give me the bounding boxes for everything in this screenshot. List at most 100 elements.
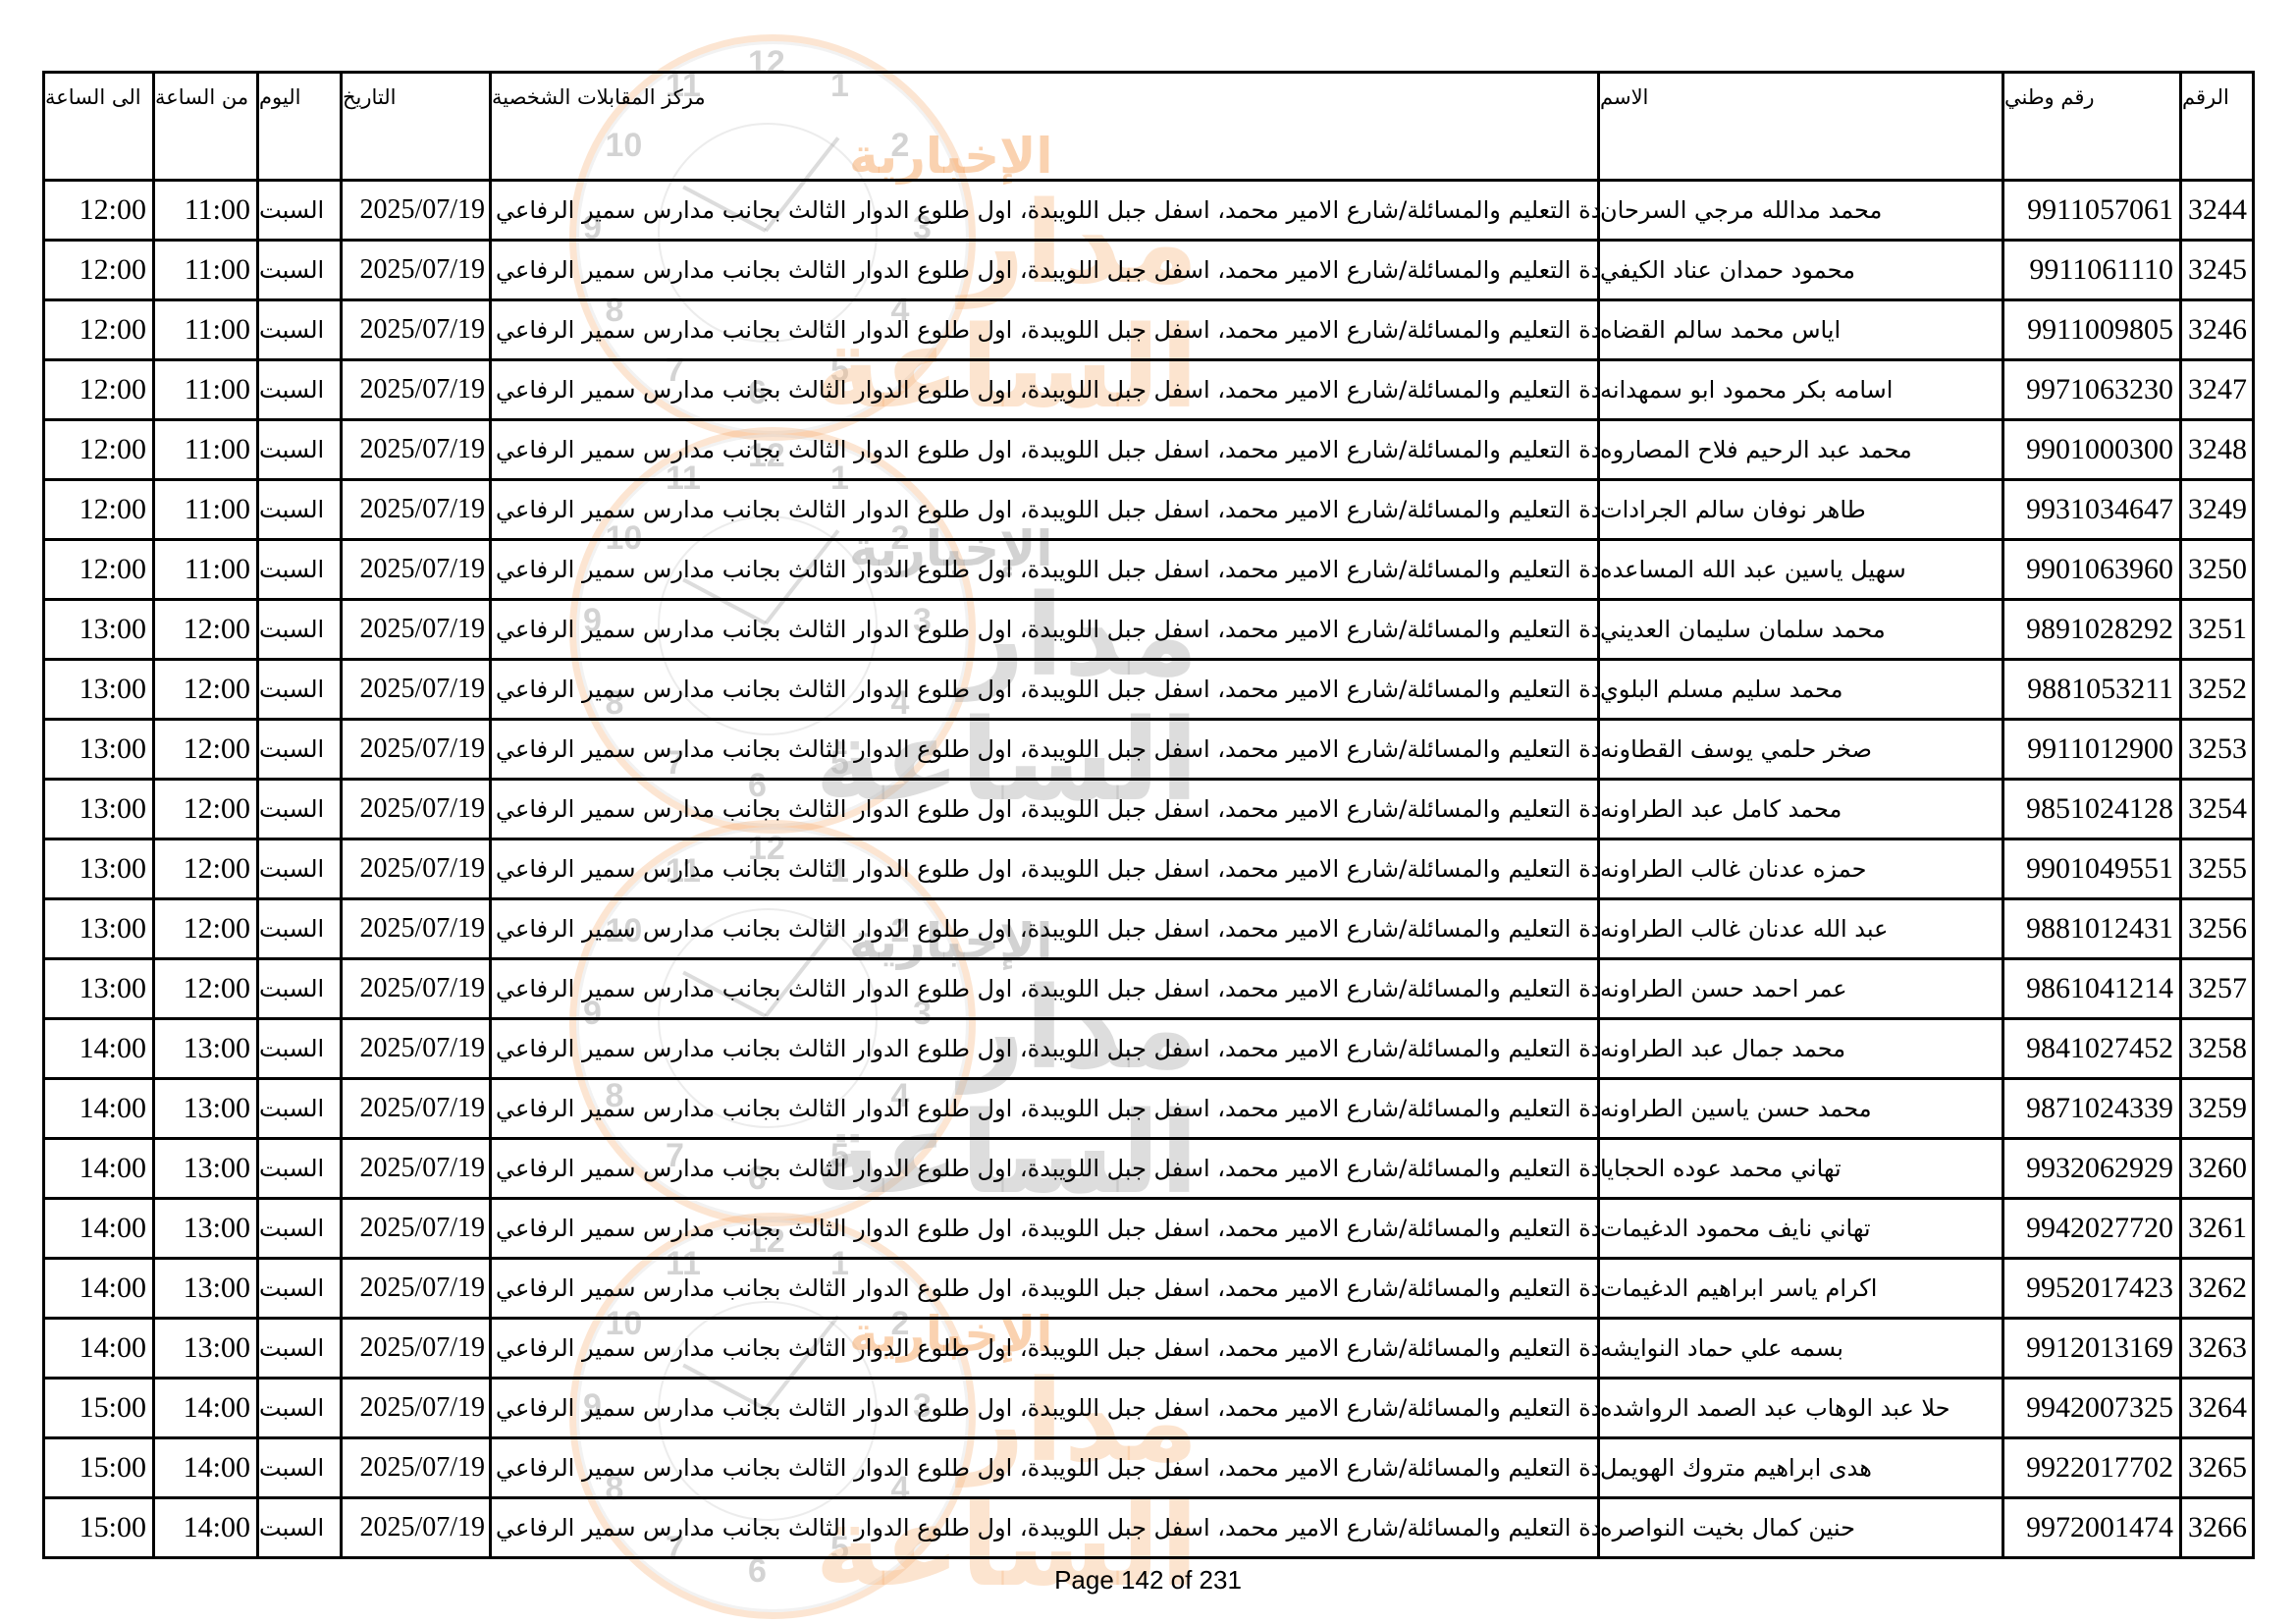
- cell-to-hour: 12:00: [79, 193, 146, 226]
- cell-day: السبت: [256, 781, 340, 838]
- cell-national-id: 9911012900: [2002, 721, 2179, 778]
- cell-num: 3250: [2179, 541, 2252, 598]
- cell-center: وحدة جودة التعليم والمسائلة/شارع الامير …: [489, 661, 1597, 718]
- cell-to-hour: 14:00: [79, 1272, 146, 1304]
- cell-num: 3254: [2179, 781, 2252, 838]
- column-header-name: الاسم: [1597, 74, 2002, 179]
- cell-national-id: 9911009805: [2002, 301, 2179, 358]
- cell-day: السبت: [256, 1380, 340, 1436]
- cell-from-hour: 14:00: [152, 1380, 256, 1436]
- cell-to-hour: 12:00: [79, 493, 146, 525]
- cell-date: 2025/07/19: [340, 301, 489, 358]
- cell-name: اكرام ياسر ابراهيم الدغيمات: [1597, 1260, 2002, 1317]
- cell-date: 2025/07/19: [340, 1380, 489, 1436]
- cell-date: 2025/07/19: [340, 1140, 489, 1197]
- cell-national-id: 9912013169: [2002, 1320, 2179, 1377]
- table-row: 13:00 12:00 السبت 2025/07/19 وحدة جودة ا…: [45, 957, 2252, 1017]
- cell-name: هدى ابراهيم متروك الهويمل: [1597, 1439, 2002, 1496]
- cell-num: 3246: [2179, 301, 2252, 358]
- cell-date: 2025/07/19: [340, 1080, 489, 1137]
- cell-to-hour: 13:00: [79, 852, 146, 885]
- cell-num: 3264: [2179, 1380, 2252, 1436]
- cell-center: وحدة جودة التعليم والمسائلة/شارع الامير …: [489, 242, 1597, 298]
- table-row: 14:00 13:00 السبت 2025/07/19 وحدة جودة ا…: [45, 1077, 2252, 1137]
- cell-day: السبت: [256, 361, 340, 418]
- cell-from-hour: 12:00: [152, 661, 256, 718]
- cell-day: السبت: [256, 900, 340, 957]
- cell-national-id: 9942027720: [2002, 1200, 2179, 1257]
- table-header-row: الى الساعة من الساعة اليوم التاريخ مركز …: [45, 74, 2252, 179]
- cell-day: السبت: [256, 960, 340, 1017]
- column-header-day: اليوم: [256, 74, 340, 179]
- table-row: 15:00 14:00 السبت 2025/07/19 وحدة جودة ا…: [45, 1436, 2252, 1496]
- cell-num: 3261: [2179, 1200, 2252, 1257]
- cell-national-id: 9911061110: [2002, 242, 2179, 298]
- cell-national-id: 9881012431: [2002, 900, 2179, 957]
- cell-from-hour: 12:00: [152, 601, 256, 658]
- cell-day: السبت: [256, 601, 340, 658]
- cell-day: السبت: [256, 1320, 340, 1377]
- cell-from-hour: 14:00: [152, 1439, 256, 1496]
- cell-name: محمد جمال عبد الطراونه: [1597, 1020, 2002, 1077]
- cell-from-hour: 12:00: [152, 960, 256, 1017]
- cell-national-id: 9861041214: [2002, 960, 2179, 1017]
- cell-name: اسامه بكر محمود ابو سمهدانه: [1597, 361, 2002, 418]
- cell-num: 3265: [2179, 1439, 2252, 1496]
- cell-date: 2025/07/19: [340, 1260, 489, 1317]
- cell-from-hour: 11:00: [152, 242, 256, 298]
- cell-from-hour: 13:00: [152, 1080, 256, 1137]
- cell-from-hour: 13:00: [152, 1260, 256, 1317]
- cell-center: وحدة جودة التعليم والمسائلة/شارع الامير …: [489, 481, 1597, 538]
- cell-to-hour: 13:00: [79, 673, 146, 705]
- table-row: 13:00 12:00 السبت 2025/07/19 وحدة جودة ا…: [45, 598, 2252, 658]
- cell-to-hour: 12:00: [79, 553, 146, 585]
- cell-num: 3255: [2179, 840, 2252, 897]
- cell-national-id: 9891028292: [2002, 601, 2179, 658]
- table-row: 12:00 11:00 السبت 2025/07/19 وحدة جودة ا…: [45, 239, 2252, 298]
- cell-num: 3263: [2179, 1320, 2252, 1377]
- cell-name: عبد الله عدنان غالب الطراونه: [1597, 900, 2002, 957]
- column-header-national-id: رقم وطني: [2002, 74, 2179, 179]
- cell-day: السبت: [256, 721, 340, 778]
- cell-national-id: 9922017702: [2002, 1439, 2179, 1496]
- cell-name: حنين كمال بخيت النواصره: [1597, 1499, 2002, 1556]
- cell-national-id: 9901063960: [2002, 541, 2179, 598]
- cell-name: طاهر نوفان سالم الجرادات: [1597, 481, 2002, 538]
- cell-day: السبت: [256, 1260, 340, 1317]
- cell-to-hour: 14:00: [79, 1032, 146, 1064]
- cell-name: محمد عبد الرحيم فلاح المصاروه: [1597, 421, 2002, 478]
- cell-to-hour: 14:00: [79, 1152, 146, 1184]
- cell-national-id: 9871024339: [2002, 1080, 2179, 1137]
- cell-center: وحدة جودة التعليم والمسائلة/شارع الامير …: [489, 1200, 1597, 1257]
- cell-day: السبت: [256, 1080, 340, 1137]
- cell-from-hour: 12:00: [152, 840, 256, 897]
- table-row: 14:00 13:00 السبت 2025/07/19 وحدة جودة ا…: [45, 1197, 2252, 1257]
- cell-national-id: 9972001474: [2002, 1499, 2179, 1556]
- cell-date: 2025/07/19: [340, 1499, 489, 1556]
- cell-to-hour: 12:00: [79, 433, 146, 465]
- cell-num: 3253: [2179, 721, 2252, 778]
- table-row: 14:00 13:00 السبت 2025/07/19 وحدة جودة ا…: [45, 1257, 2252, 1317]
- cell-to-hour: 12:00: [79, 253, 146, 286]
- cell-day: السبت: [256, 1499, 340, 1556]
- table-row: 14:00 13:00 السبت 2025/07/19 وحدة جودة ا…: [45, 1137, 2252, 1197]
- cell-day: السبت: [256, 1200, 340, 1257]
- cell-center: وحدة جودة التعليم والمسائلة/شارع الامير …: [489, 1380, 1597, 1436]
- cell-date: 2025/07/19: [340, 541, 489, 598]
- cell-day: السبت: [256, 481, 340, 538]
- cell-from-hour: 11:00: [152, 182, 256, 239]
- cell-name: تهاني نايف محمود الدغيمات: [1597, 1200, 2002, 1257]
- cell-date: 2025/07/19: [340, 1020, 489, 1077]
- table-row: 15:00 14:00 السبت 2025/07/19 وحدة جودة ا…: [45, 1377, 2252, 1436]
- cell-num: 3251: [2179, 601, 2252, 658]
- table-row: 13:00 12:00 السبت 2025/07/19 وحدة جودة ا…: [45, 778, 2252, 838]
- cell-from-hour: 12:00: [152, 721, 256, 778]
- cell-center: وحدة جودة التعليم والمسائلة/شارع الامير …: [489, 421, 1597, 478]
- cell-to-hour: 13:00: [79, 792, 146, 825]
- cell-from-hour: 12:00: [152, 900, 256, 957]
- table-row: 12:00 11:00 السبت 2025/07/19 وحدة جودة ا…: [45, 478, 2252, 538]
- cell-from-hour: 13:00: [152, 1200, 256, 1257]
- cell-center: وحدة جودة التعليم والمسائلة/شارع الامير …: [489, 1439, 1597, 1496]
- cell-center: وحدة جودة التعليم والمسائلة/شارع الامير …: [489, 1080, 1597, 1137]
